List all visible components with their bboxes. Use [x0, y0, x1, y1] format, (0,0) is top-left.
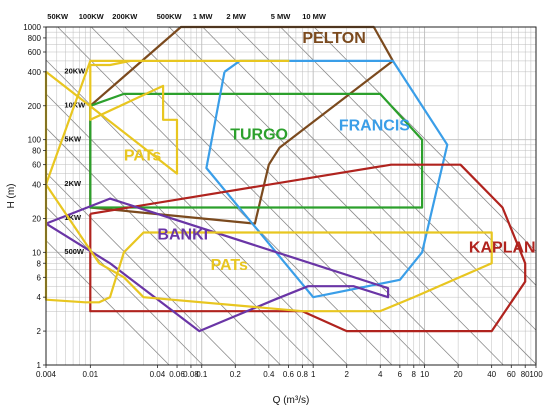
ticks: 0.004 0.01 0.04 0.060.080.1 0.2 0.4 0.6 0.8 1 2 4 6… — [23, 23, 543, 379]
x-tick-label: 0.004 — [36, 370, 57, 379]
x-tick-label: 0.4 — [263, 370, 275, 379]
power-line-label: 20KW — [64, 67, 86, 76]
power-lines: 50KW 100KW 200KW 500KW 1 MW 2 MW 5 MW 10 MW 20KW… — [45, 12, 537, 366]
power-line — [45, 206, 203, 366]
power-line — [280, 26, 537, 286]
y-tick-label: 60 — [32, 161, 41, 170]
series-line — [89, 163, 527, 333]
power-line-label: 100KW — [79, 12, 105, 21]
y-tick-label: 2 — [37, 327, 42, 336]
region-label: PATs — [124, 148, 161, 165]
power-line-label: 5KW — [64, 134, 82, 143]
x-tick-label: 2 — [344, 370, 349, 379]
y-tick-label: 10 — [32, 248, 41, 257]
x-tick-label: 100 — [529, 370, 543, 379]
power-line-label: 500W — [64, 247, 85, 256]
x-tick-label: 8 — [412, 370, 417, 379]
x-tick-label: 0.2 — [230, 370, 242, 379]
series-line — [44, 59, 290, 185]
y-tick-label: 8 — [37, 259, 42, 268]
x-tick-label: 0.1 — [196, 370, 208, 379]
x-tick-label: 6 — [398, 370, 403, 379]
power-line — [124, 26, 460, 366]
power-line-label: 1 MW — [193, 12, 214, 21]
power-line-label: 5 MW — [271, 12, 292, 21]
x-tick-label: 10 — [420, 370, 429, 379]
power-line — [168, 26, 504, 366]
y-tick-label: 400 — [28, 68, 42, 77]
y-tick-label: 80 — [32, 147, 41, 156]
x-tick-label: 20 — [454, 370, 463, 379]
y-tick-label: 1 — [37, 361, 42, 370]
series-line — [89, 92, 424, 209]
x-tick-label: 40 — [487, 370, 496, 379]
series — [44, 25, 527, 333]
y-tick-label: 6 — [37, 273, 42, 282]
y-tick-label: 100 — [28, 136, 42, 145]
power-line — [45, 240, 170, 366]
x-tick-label: 0.04 — [150, 370, 166, 379]
region-label: PELTON — [302, 30, 365, 47]
y-tick-label: 40 — [32, 181, 41, 190]
region-label: PATs — [211, 257, 248, 274]
power-line — [57, 26, 393, 366]
power-line — [45, 172, 237, 366]
x-tick-label: 4 — [378, 370, 383, 379]
region-label: BANKI — [157, 226, 208, 243]
y-tick-label: 600 — [28, 48, 42, 57]
y-axis-label: H (m) — [6, 184, 17, 209]
x-axis-label: Q (m³/s) — [273, 395, 310, 406]
x-tick-label: 0.06 — [169, 370, 185, 379]
y-tick-label: 4 — [37, 293, 42, 302]
x-tick-label: 1 — [311, 370, 316, 379]
power-line-label: 2 MW — [226, 12, 247, 21]
power-line-label: 200KW — [112, 12, 138, 21]
y-tick-label: 1000 — [23, 23, 41, 32]
power-line — [202, 26, 537, 365]
x-tick-label: 80 — [521, 370, 530, 379]
region-label: KAPLAN — [469, 239, 536, 256]
series-line — [44, 183, 493, 313]
y-tick-label: 200 — [28, 102, 42, 111]
power-line-label: 1KW — [64, 213, 82, 222]
x-tick-label: 0.08 — [183, 370, 199, 379]
region-label: TURGO — [230, 127, 288, 144]
x-tick-label: 0.01 — [83, 370, 99, 379]
y-tick-label: 800 — [28, 34, 42, 43]
power-line — [235, 26, 537, 331]
power-line-label: 2KW — [64, 179, 82, 188]
power-line-label: 500KW — [157, 12, 183, 21]
x-tick-label: 0.8 — [297, 370, 309, 379]
y-tick-label: 20 — [32, 214, 41, 223]
series-line — [205, 59, 449, 299]
plot-frame — [45, 26, 537, 366]
power-line-label: 10 MW — [302, 12, 327, 21]
region-label: FRANCIS — [339, 118, 410, 135]
power-line — [90, 26, 426, 366]
x-tick-label: 60 — [507, 370, 516, 379]
power-line-label: 50KW — [47, 12, 69, 21]
power-line — [45, 127, 281, 366]
power-line — [313, 26, 537, 252]
x-tick-label: 0.6 — [283, 370, 295, 379]
